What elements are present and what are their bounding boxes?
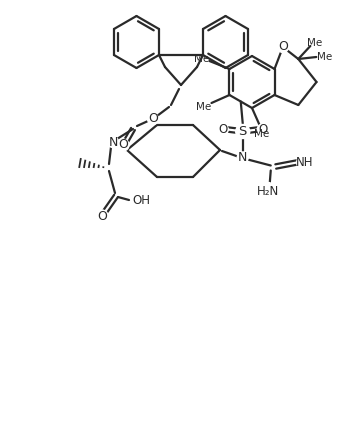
Circle shape [259,182,277,200]
Circle shape [257,124,268,135]
Circle shape [108,136,118,147]
Text: S: S [239,125,247,138]
Circle shape [148,114,158,125]
Text: Me: Me [196,102,211,112]
Circle shape [96,210,108,222]
Circle shape [237,152,248,163]
Text: O: O [97,209,107,222]
Text: Me: Me [255,129,270,139]
Text: O: O [258,123,267,136]
Circle shape [132,192,150,210]
Text: Me: Me [307,38,322,48]
Circle shape [297,154,313,171]
Circle shape [236,125,250,138]
Circle shape [217,124,228,135]
Circle shape [278,42,288,52]
Text: O: O [118,138,128,151]
Text: Me: Me [317,52,332,62]
Text: OH: OH [132,194,150,208]
Text: O: O [218,123,228,136]
Text: H₂N: H₂N [257,185,279,198]
Text: N: N [108,135,118,148]
Text: O: O [278,40,288,53]
Text: Me: Me [194,54,209,64]
Text: N: N [238,151,247,164]
Text: NH: NH [296,156,314,169]
Text: O: O [148,113,158,126]
Circle shape [117,139,129,151]
